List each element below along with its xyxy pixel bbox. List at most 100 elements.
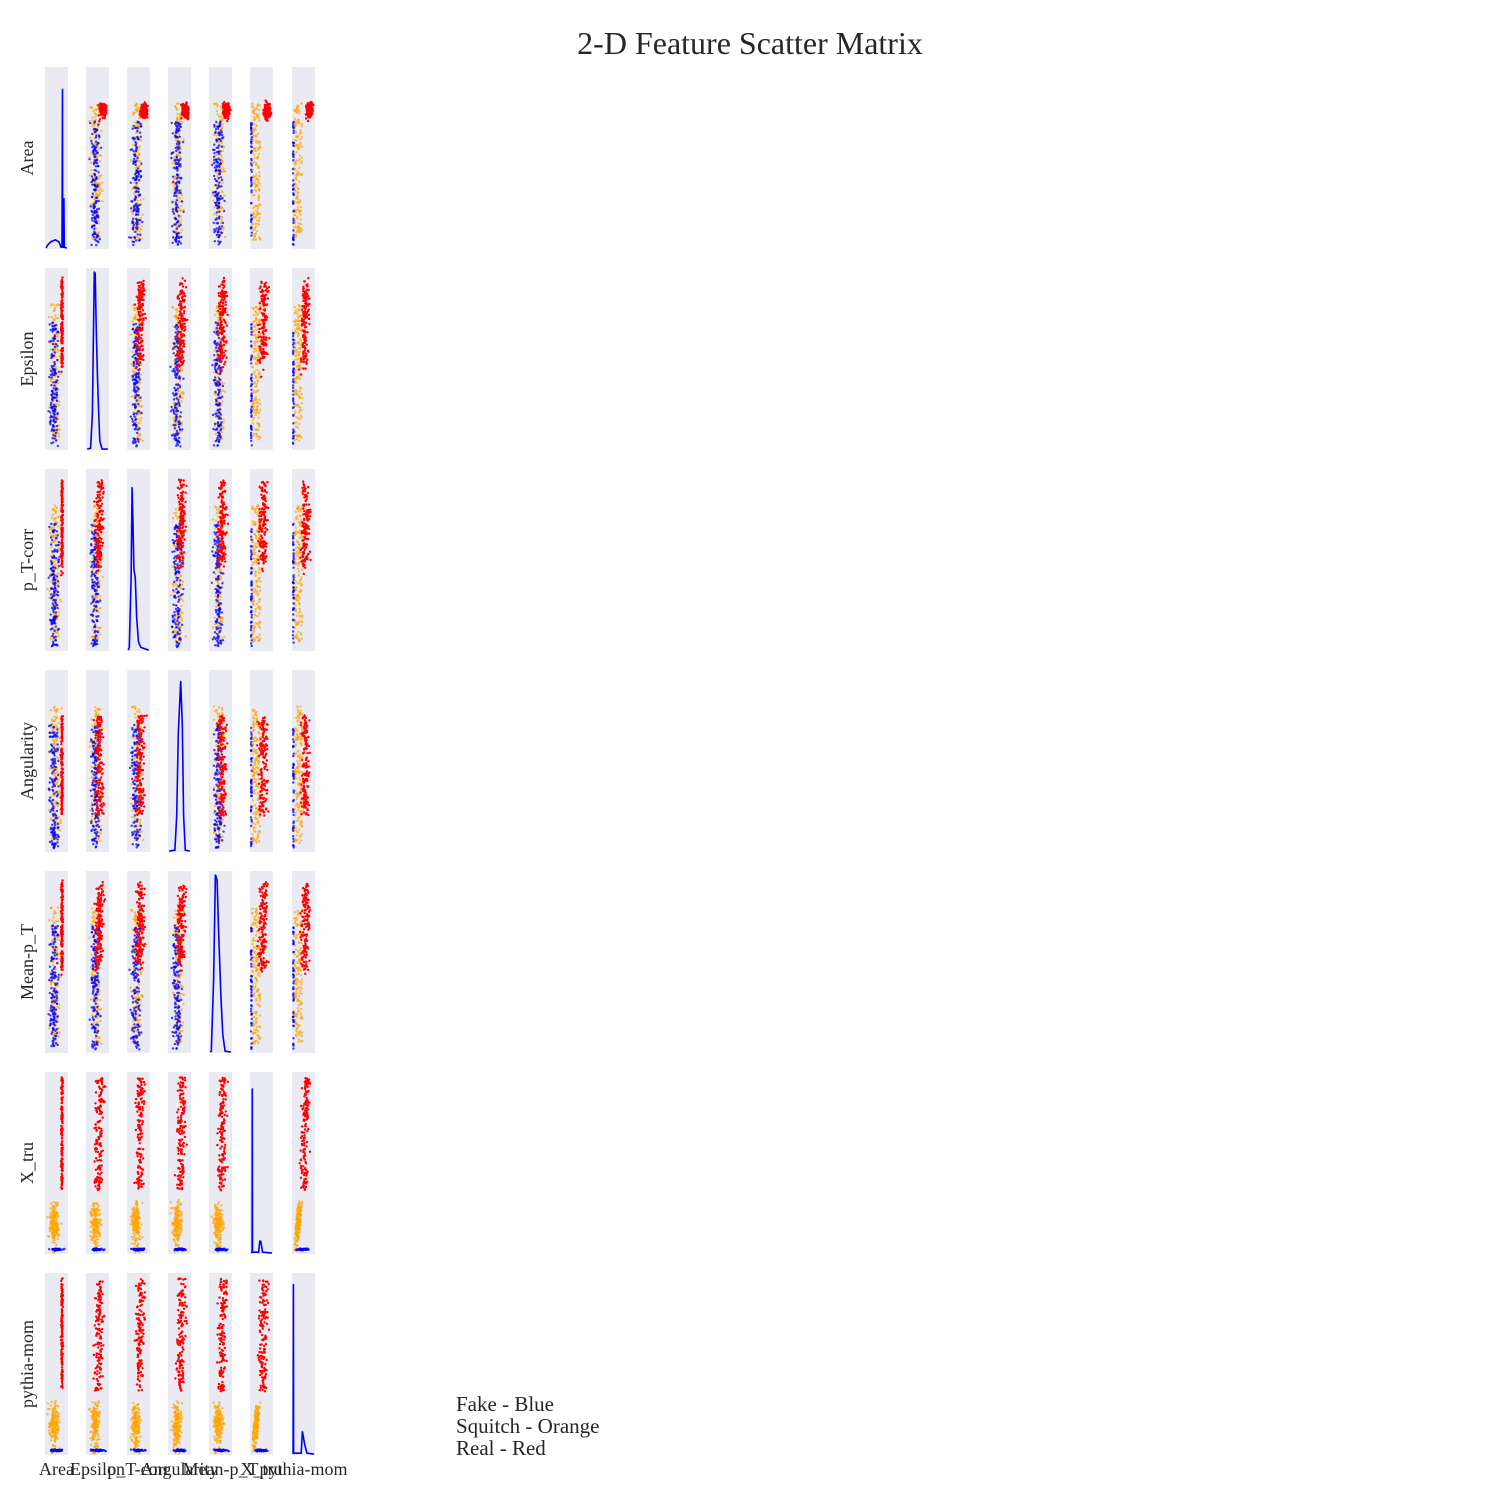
scatter-point-fake [219, 240, 222, 243]
scatter-point-real [181, 113, 184, 116]
scatter-point-fake [178, 135, 181, 138]
scatter-point-fake [249, 226, 253, 230]
scatter-point-real [257, 336, 260, 339]
scatter-point-squitch [215, 109, 219, 113]
scatter-point-fake [175, 124, 178, 127]
scatter-point-real [307, 313, 311, 316]
scatter-point-fake [292, 129, 295, 132]
scatter-point-squitch [252, 307, 255, 310]
scatter-point-squitch [254, 413, 257, 417]
scatter-point-squitch [255, 349, 258, 353]
scatter-point-fake [173, 427, 176, 430]
scatter-point-real [138, 301, 141, 304]
scatter-point-fake [131, 420, 134, 423]
scatter-point-real [183, 111, 186, 115]
scatter-point-squitch [221, 431, 224, 434]
scatter-point-fake [177, 432, 180, 435]
scatter-point-squitch [222, 170, 226, 173]
scatter-point-fake [53, 345, 57, 349]
scatter-point-fake [292, 346, 295, 349]
scatter-point-real [222, 279, 225, 282]
scatter-point-fake [137, 190, 140, 193]
scatter-point-squitch [223, 390, 226, 393]
scatter-point-squitch [255, 411, 258, 414]
scatter-point-fake [292, 406, 295, 409]
scatter-point-fake [212, 378, 216, 382]
scatter-point-fake [49, 369, 53, 373]
scatter-point-squitch [252, 416, 256, 419]
chart-title: 2-D Feature Scatter Matrix [577, 25, 923, 61]
scatter-point-real [257, 330, 261, 334]
scatter-point-fake [55, 429, 58, 432]
scatter-point-fake [169, 365, 172, 368]
scatter-point-fake [250, 323, 253, 326]
scatter-point-squitch [98, 176, 101, 180]
scatter-point-real [260, 338, 263, 342]
scatter-point-fake [250, 191, 253, 194]
scatter-point-real [225, 110, 228, 114]
scatter-point-fake [175, 236, 178, 239]
scatter-point-squitch [214, 432, 218, 435]
scatter-point-fake [174, 383, 178, 386]
scatter-point-fake [250, 425, 253, 428]
scatter-point-fake [292, 179, 295, 182]
scatter-point-fake [132, 150, 135, 153]
scatter-point-squitch [53, 309, 56, 312]
scatter-point-squitch [182, 208, 185, 212]
scatter-point-fake [134, 406, 137, 409]
scatter-point-fake [250, 217, 253, 220]
panel-0-1 [86, 67, 109, 249]
scatter-point-squitch [296, 434, 299, 438]
scatter-point-squitch [54, 314, 57, 317]
scatter-point-fake [292, 221, 295, 225]
scatter-point-real [182, 317, 185, 320]
scatter-point-squitch [58, 400, 61, 403]
scatter-point-real [141, 107, 144, 111]
scatter-point-squitch [95, 227, 98, 230]
scatter-point-squitch [297, 352, 301, 356]
scatter-point-real [103, 113, 106, 116]
scatter-point-real [218, 285, 221, 288]
scatter-point-fake [175, 438, 178, 442]
scatter-point-squitch [251, 223, 255, 226]
scatter-point-squitch [180, 391, 183, 394]
scatter-point-squitch [130, 210, 133, 213]
scatter-point-squitch [254, 149, 258, 153]
scatter-point-fake [171, 210, 175, 213]
scatter-point-fake [93, 159, 96, 162]
scatter-point-real [266, 102, 269, 106]
scatter-point-real [175, 335, 179, 338]
scatter-point-fake [250, 145, 253, 149]
scatter-point-squitch [293, 226, 296, 229]
scatter-point-fake [218, 225, 221, 228]
scatter-point-real [259, 290, 262, 294]
scatter-point-fake [136, 120, 139, 123]
scatter-point-real [264, 342, 267, 345]
scatter-point-real [177, 330, 180, 334]
scatter-point-squitch [131, 212, 135, 216]
scatter-point-squitch [297, 316, 300, 319]
scatter-point-real [217, 357, 220, 361]
scatter-point-fake [90, 139, 93, 143]
scatter-point-fake [250, 439, 253, 443]
scatter-point-fake [176, 185, 179, 189]
scatter-point-fake [291, 200, 295, 203]
scatter-point-fake [135, 431, 139, 434]
scatter-point-fake [97, 123, 100, 127]
scatter-point-squitch [178, 200, 181, 203]
scatter-point-real [142, 284, 145, 288]
scatter-point-fake [91, 183, 94, 186]
scatter-point-fake [292, 381, 295, 384]
scatter-point-fake [93, 210, 96, 214]
scatter-point-squitch [132, 192, 136, 195]
scatter-point-squitch [178, 119, 181, 123]
scatter-point-real [60, 365, 63, 368]
scatter-point-real [97, 114, 100, 117]
scatter-point-real [261, 295, 265, 298]
scatter-point-real [182, 306, 185, 309]
scatter-point-fake [179, 445, 182, 448]
scatter-point-real [222, 283, 225, 287]
scatter-point-real [175, 353, 179, 356]
scatter-point-real [144, 317, 147, 320]
scatter-point-squitch [216, 172, 219, 176]
